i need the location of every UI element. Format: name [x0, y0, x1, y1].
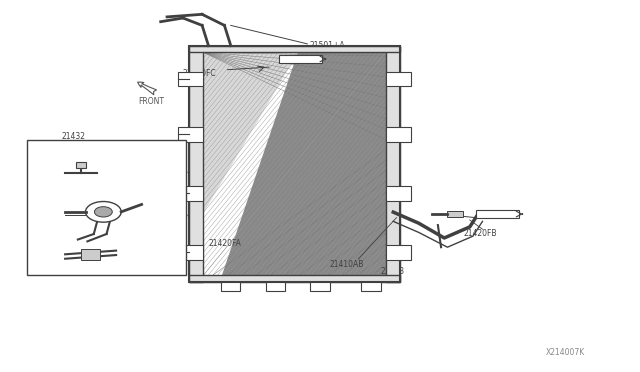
Bar	[178, 186, 204, 201]
Bar	[278, 55, 322, 63]
Bar	[386, 186, 411, 201]
Text: 21410AB: 21410AB	[330, 260, 364, 269]
Text: 21410AA: 21410AA	[46, 267, 78, 273]
Text: 21501: 21501	[35, 195, 57, 201]
Bar	[189, 46, 399, 282]
Text: 21410FB: 21410FB	[30, 245, 61, 251]
Text: X214007K: X214007K	[546, 349, 586, 357]
Text: 21420FA: 21420FA	[209, 240, 241, 248]
Bar	[386, 127, 411, 142]
Polygon shape	[221, 52, 386, 275]
Text: 21432: 21432	[62, 132, 86, 141]
Text: SEC.210: SEC.210	[280, 57, 310, 63]
Bar	[178, 127, 204, 142]
Bar	[27, 140, 186, 275]
Bar	[447, 211, 463, 217]
Text: 21420FB: 21420FB	[463, 229, 497, 238]
Bar	[386, 71, 411, 86]
Bar	[362, 282, 381, 291]
Text: 21503: 21503	[381, 267, 404, 276]
Text: 21501+A: 21501+A	[309, 41, 345, 50]
Bar	[310, 282, 330, 291]
Bar	[221, 282, 241, 291]
Bar	[476, 210, 520, 218]
Bar	[81, 249, 100, 260]
Bar	[386, 46, 399, 282]
Bar	[178, 245, 204, 260]
Bar	[189, 275, 399, 282]
Text: 21420G: 21420G	[30, 161, 58, 167]
Bar	[386, 245, 411, 260]
Bar	[189, 46, 204, 282]
Text: FRONT: FRONT	[138, 97, 164, 106]
Bar	[76, 162, 86, 168]
Text: SEC.210: SEC.210	[478, 212, 507, 218]
Polygon shape	[204, 52, 298, 213]
Circle shape	[95, 207, 112, 217]
Circle shape	[86, 202, 121, 222]
Text: 21410FC: 21410FC	[183, 68, 216, 78]
Bar	[189, 46, 399, 52]
Bar	[266, 282, 285, 291]
Bar	[178, 71, 204, 86]
